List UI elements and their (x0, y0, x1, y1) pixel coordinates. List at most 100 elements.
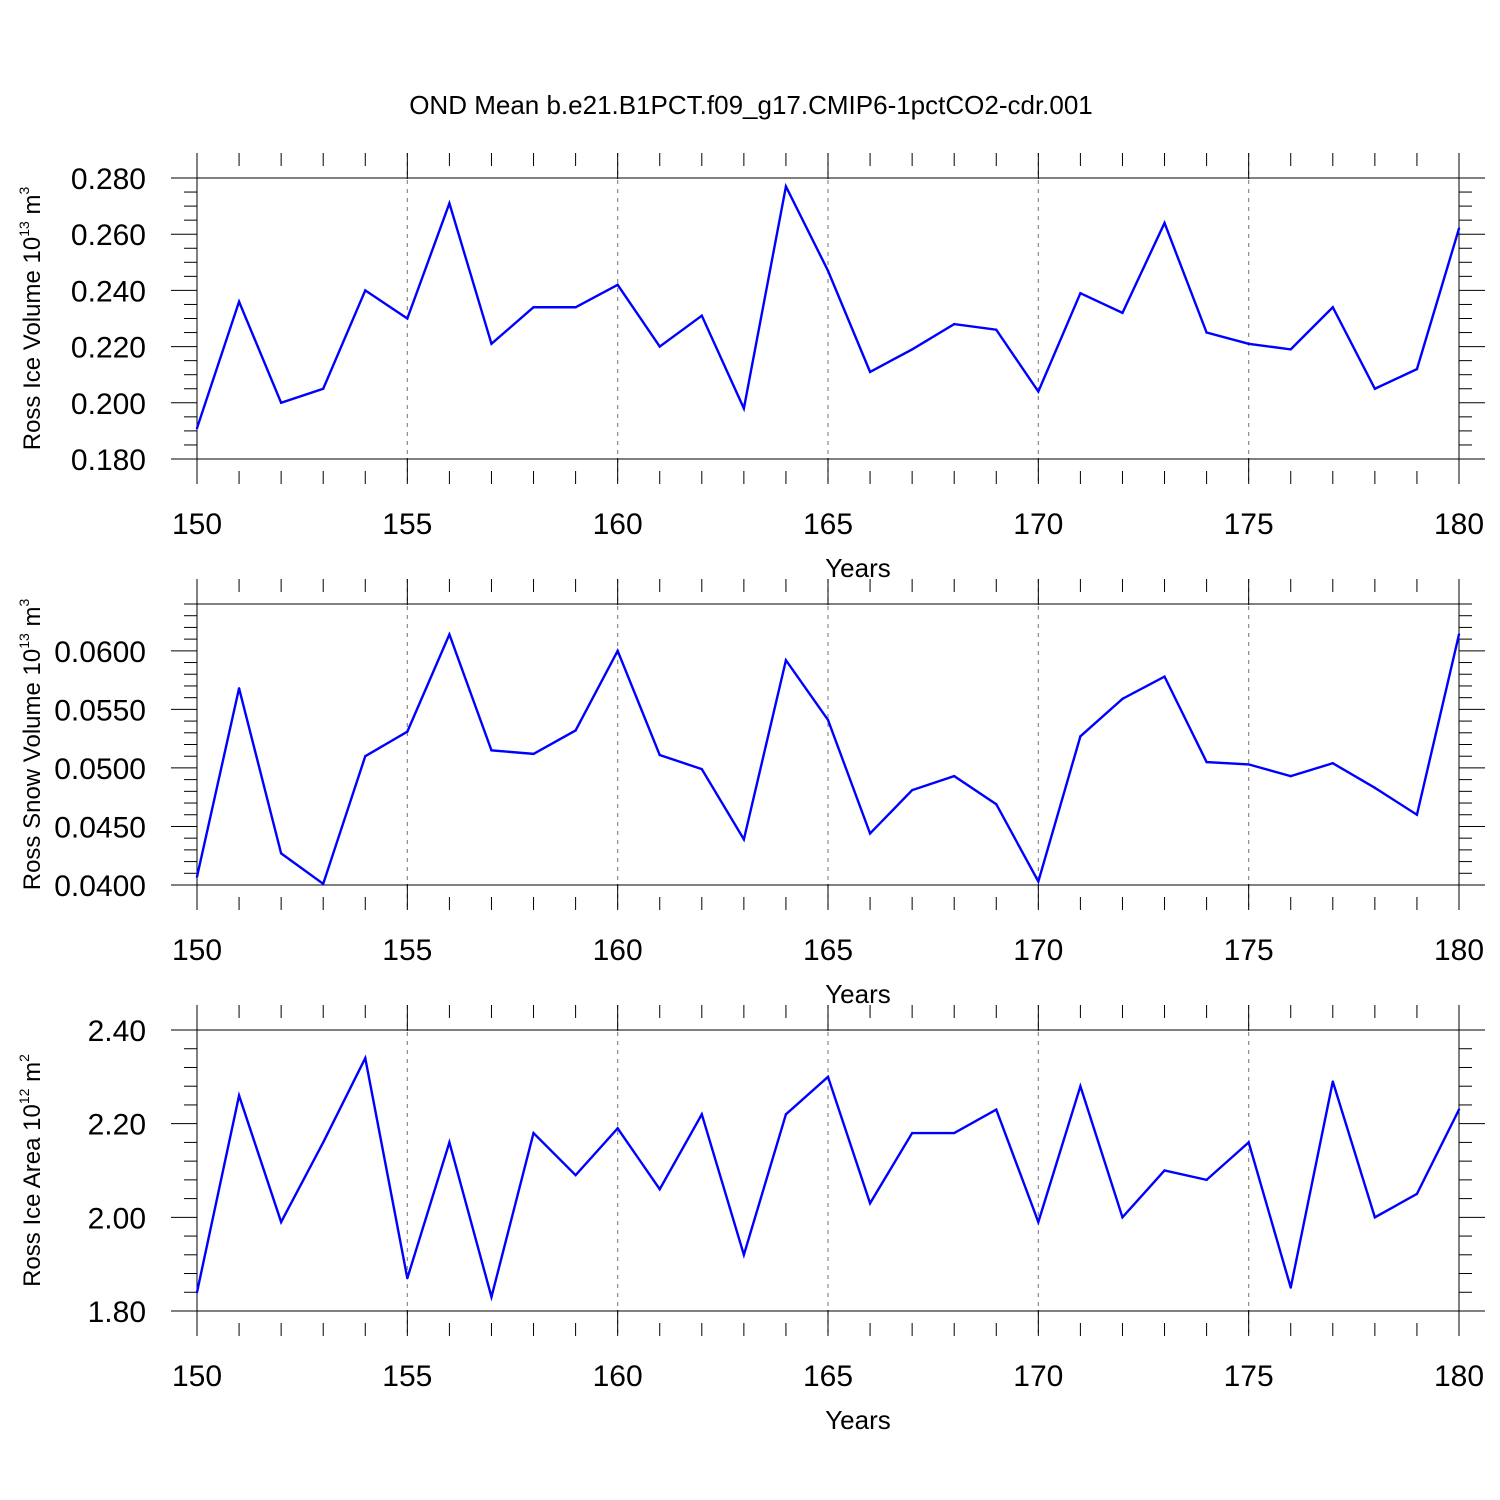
x-tick-label: 165 (803, 508, 853, 541)
x-axis-title: Years (825, 1405, 891, 1435)
y-axis-title-text: m (19, 1062, 46, 1089)
data-point (910, 1131, 914, 1135)
y-tick-label: 1.80 (88, 1296, 146, 1329)
data-point (1373, 387, 1377, 390)
data-point (1079, 1085, 1082, 1088)
x-tick-label: 180 (1434, 508, 1484, 541)
data-point (1079, 292, 1082, 295)
data-point (448, 202, 451, 205)
data-point (195, 1291, 199, 1294)
y-tick-label: 0.280 (71, 163, 146, 196)
data-point (1121, 697, 1124, 701)
data-point (237, 1094, 241, 1097)
data-point (1457, 1108, 1461, 1111)
x-tick-label: 155 (382, 934, 432, 967)
y-tick-label: 2.20 (88, 1109, 146, 1142)
data-point (574, 729, 577, 732)
panel-1: 150 155 160 165 170 175 180 0.180 0.200 0.220 0.24… (16, 153, 1485, 583)
data-point (1457, 633, 1461, 636)
data-point (364, 1056, 367, 1060)
data-point (448, 1141, 451, 1144)
data-point (953, 774, 956, 778)
data-point (364, 755, 367, 758)
data-point (237, 687, 241, 690)
panel-3: 150 155 160 165 170 175 180 1.80 2.00 2.20 2.40 Yea… (16, 1005, 1485, 1435)
data-point (1415, 813, 1419, 816)
data-point (1121, 311, 1124, 315)
data-point (700, 767, 703, 771)
data-point (490, 749, 493, 752)
y-tick-label: 0.180 (71, 444, 146, 477)
data-point (616, 283, 619, 286)
data-point (995, 328, 998, 331)
data-point (1037, 390, 1040, 393)
data-point (742, 838, 746, 841)
y-tick-label: 0.220 (71, 332, 146, 365)
y-axis-title-text: m (19, 607, 46, 634)
data-point (1037, 1220, 1040, 1224)
y-tick-label: 0.260 (71, 219, 146, 252)
data-point (1289, 1286, 1292, 1289)
data-point (490, 1295, 493, 1299)
data-point (995, 1108, 998, 1111)
data-point (1205, 331, 1208, 334)
y-axis-title-text: Ross Ice Area 10 (19, 1104, 46, 1287)
data-point (1205, 1178, 1208, 1182)
data-point (616, 1127, 619, 1130)
data-point (826, 718, 830, 722)
data-point (195, 426, 199, 430)
panels: 150 155 160 165 170 175 180 0.180 0.200 0.220 0.24… (16, 153, 1485, 1435)
data-point (237, 300, 241, 303)
data-point (532, 752, 535, 756)
y-axis-title-superscript: 13 (16, 221, 32, 237)
data-point (195, 875, 199, 879)
x-tick-label: 160 (593, 508, 643, 541)
x-tick-label: 175 (1224, 508, 1274, 541)
data-point (490, 342, 493, 345)
data-point (1415, 1192, 1419, 1196)
data-point (1373, 1216, 1377, 1219)
y-tick-label: 0.0600 (54, 636, 146, 669)
data-point (1289, 774, 1292, 778)
data-point (406, 317, 409, 320)
data-point (658, 753, 661, 757)
data-point (658, 1188, 661, 1191)
data-point (1163, 1169, 1166, 1172)
data-point (448, 633, 451, 636)
data-point (1289, 348, 1292, 351)
data-point (700, 1113, 703, 1116)
y-tick-label: 0.0400 (54, 870, 146, 903)
x-tick-label: 160 (593, 1360, 643, 1393)
data-point (1247, 763, 1250, 766)
data-point (616, 649, 619, 653)
data-point (322, 1141, 325, 1144)
x-tick-label: 150 (172, 508, 222, 541)
data-point (532, 306, 535, 309)
data-point (574, 1173, 577, 1177)
data-point (953, 1131, 956, 1135)
y-axis-title: Ross Ice Area 1012 m2 (16, 1054, 46, 1287)
data-point (784, 659, 788, 662)
data-point (1415, 367, 1419, 371)
y-axis-title-superscript: 2 (16, 1054, 32, 1062)
data-point (406, 730, 409, 733)
x-tick-label: 165 (803, 934, 853, 967)
y-axis-title-text: Ross Snow Volume 10 (19, 649, 46, 890)
y-axis-title-superscript: 3 (16, 599, 32, 607)
data-point (1457, 227, 1461, 230)
data-point (1331, 1080, 1335, 1083)
y-tick-label: 0.240 (71, 275, 146, 308)
y-tick-label: 0.200 (71, 388, 146, 421)
y-axis-title-text: Ross Ice Volume 10 (19, 237, 46, 450)
data-point (868, 370, 872, 374)
y-tick-label: 0.0550 (54, 694, 146, 727)
data-point (742, 407, 746, 410)
data-point (532, 1131, 535, 1135)
y-axis-title-text: m (19, 195, 46, 222)
data-point (1331, 762, 1335, 765)
data-point (1163, 675, 1166, 678)
y-axis-title-superscript: 12 (16, 1088, 32, 1104)
data-point (1037, 880, 1040, 883)
y-tick-label: 0.0450 (54, 811, 146, 844)
